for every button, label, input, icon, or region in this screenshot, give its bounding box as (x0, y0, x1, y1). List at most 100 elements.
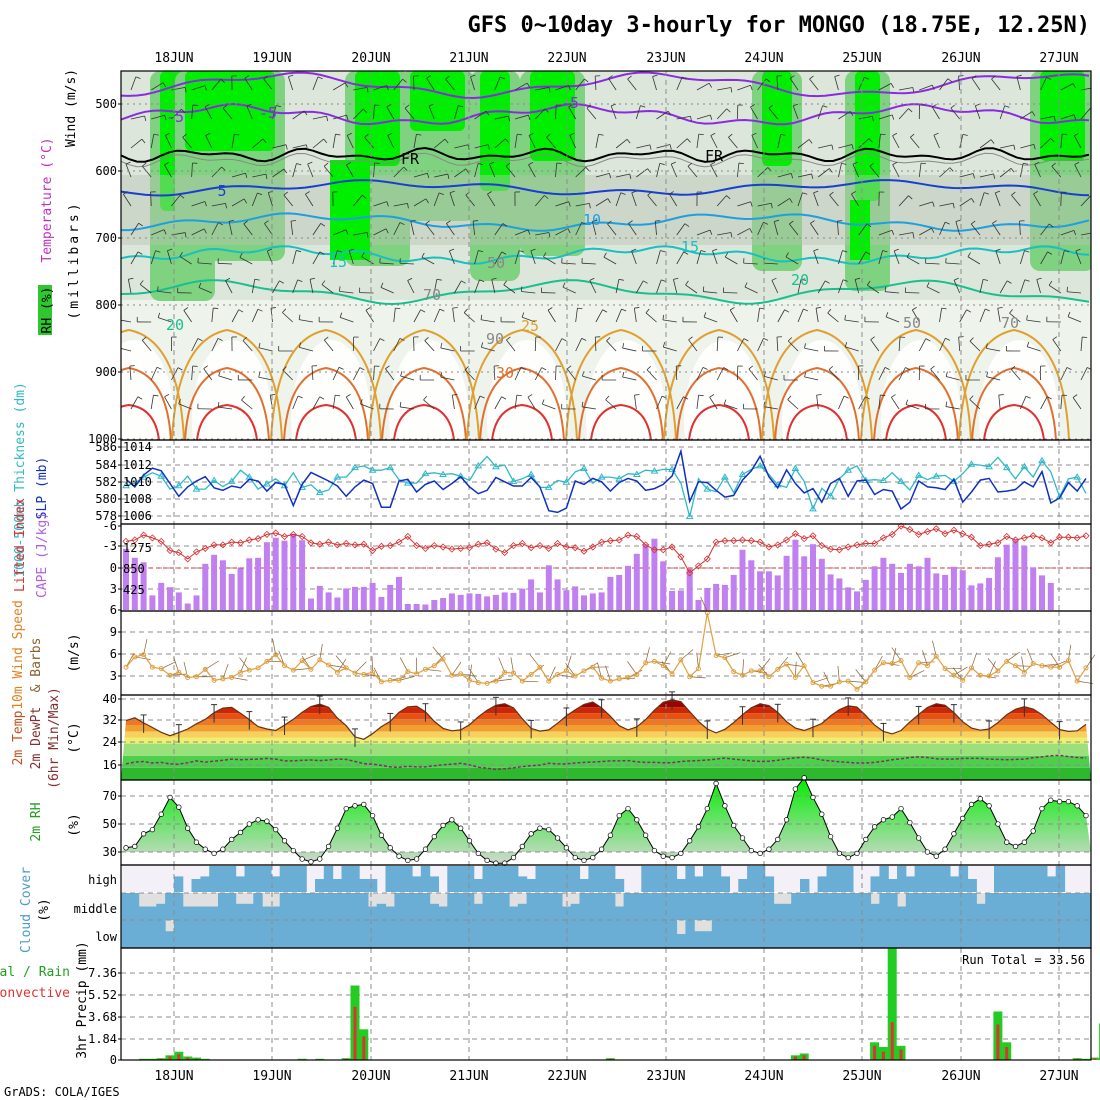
contour-15 (121, 245, 1090, 265)
cloud-cell (782, 903, 792, 920)
cloud-cell (447, 866, 457, 892)
barb-flag (138, 222, 144, 227)
rh-wet-7 (855, 71, 880, 201)
cloud-cell (1046, 876, 1057, 892)
wind-speed-point (740, 672, 746, 678)
upper-wind-label: Wind (m/s) (64, 69, 79, 147)
barb-flag (684, 223, 690, 227)
cloud-cell (782, 920, 792, 948)
barb-flag (335, 394, 341, 397)
barb (130, 396, 139, 410)
barb-flag (225, 277, 231, 281)
barb-flag (505, 162, 511, 167)
barb (562, 286, 576, 294)
barb (605, 399, 617, 410)
rh-point (889, 814, 895, 820)
cape-bar (660, 561, 667, 610)
cloud-units-label: (%) (37, 898, 52, 921)
cloud-cell (456, 866, 466, 892)
rh-point (211, 850, 217, 857)
rh-point (158, 811, 164, 817)
precip-conv-bar (890, 1022, 894, 1060)
cape-bar (184, 603, 191, 610)
barb-flag (986, 343, 988, 349)
barb (339, 290, 354, 294)
barb-flag (841, 162, 847, 165)
tick-16: 16 (103, 758, 117, 772)
wind-speed-point (378, 679, 384, 685)
cape-bar (369, 582, 376, 610)
bottom-date-6: 24JUN (744, 1069, 783, 1084)
barb-flag (205, 132, 211, 136)
barb (167, 250, 172, 265)
barb (710, 135, 718, 149)
cloud-cell (517, 876, 528, 892)
barb-flag (359, 367, 365, 371)
thickness-point (597, 473, 606, 480)
thickness-point (580, 464, 588, 471)
barb (171, 367, 179, 381)
wind10-barb (777, 656, 789, 670)
barb (218, 406, 233, 410)
wind-speed-point (290, 667, 296, 673)
barb-flag (953, 277, 959, 281)
barb (676, 76, 683, 91)
barb (393, 338, 401, 352)
barb (413, 198, 427, 207)
barb-flag (449, 190, 455, 194)
wind10-barb (891, 647, 897, 664)
contour-35-2 (295, 403, 357, 440)
barb-flag (990, 139, 995, 144)
cloud-cell (121, 893, 131, 920)
barb-flag (809, 75, 814, 80)
barb (440, 376, 455, 381)
wind10-barb (696, 652, 699, 669)
cape-bar (880, 557, 887, 610)
li-point (853, 541, 861, 549)
li-point (1020, 534, 1028, 542)
barb (178, 403, 192, 410)
barb (494, 76, 501, 91)
wind-speed-label: 10m Wind Speed (11, 600, 26, 710)
barb-flag (912, 87, 915, 93)
bottom-date-2: 20JUN (351, 1069, 390, 1084)
barb-flag (463, 308, 468, 313)
barb-flag (662, 314, 665, 320)
cloud-cell (949, 876, 960, 892)
barb-flag (851, 191, 856, 195)
wind10-barb (143, 639, 148, 655)
wind-speed-point (713, 652, 719, 658)
li-point (818, 542, 826, 550)
barb (615, 308, 622, 323)
thickness-point (1002, 463, 1011, 471)
cloud-cell (553, 866, 563, 892)
cloud-cell (614, 879, 625, 892)
barb-flag (257, 308, 263, 312)
cape-bar (228, 573, 235, 610)
cloud-cell (773, 920, 783, 948)
wind10-barb (328, 664, 345, 668)
barb (204, 106, 213, 120)
cloud-cell (288, 920, 298, 948)
rh-point (942, 846, 948, 852)
barb (292, 279, 299, 294)
li-point (157, 537, 165, 545)
barb (288, 76, 294, 91)
wind-speed-point (141, 652, 147, 658)
cape-bar (255, 557, 262, 610)
barb (332, 250, 338, 265)
barb (543, 256, 556, 265)
barb-flag (218, 222, 223, 226)
barb-flag (137, 396, 143, 400)
tick-700: 700 (95, 231, 117, 245)
barb (171, 194, 181, 207)
barb (353, 87, 368, 91)
rh-point (933, 853, 939, 859)
wind-speed-point (810, 680, 816, 686)
rh-point (1065, 798, 1072, 805)
barb (312, 396, 321, 410)
li-point (941, 530, 949, 538)
barb-flag (726, 108, 731, 113)
contour-freezing-2 (121, 152, 1090, 168)
barb-flag (183, 307, 189, 311)
